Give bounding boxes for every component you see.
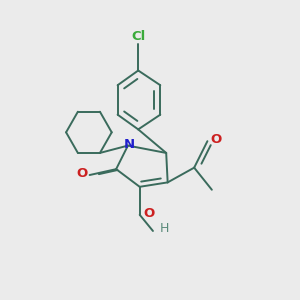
- Text: O: O: [143, 207, 154, 220]
- Text: O: O: [211, 133, 222, 146]
- Text: Cl: Cl: [131, 30, 145, 43]
- Text: N: N: [124, 138, 135, 151]
- Text: O: O: [77, 167, 88, 180]
- Text: H: H: [159, 221, 169, 235]
